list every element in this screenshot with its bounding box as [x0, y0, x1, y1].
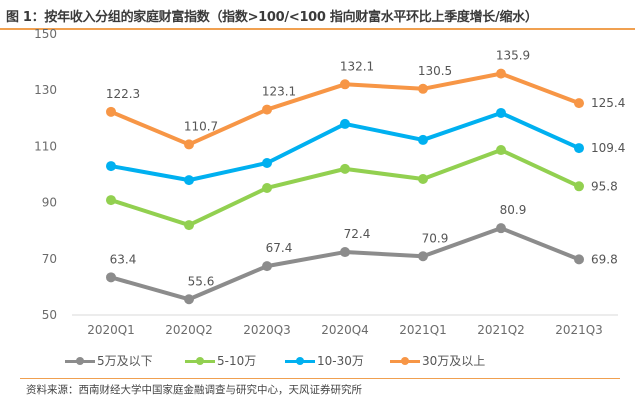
y-tick-label: 90 — [42, 196, 57, 210]
x-tick-label: 2020Q2 — [165, 323, 213, 337]
legend-marker-icon — [185, 356, 215, 366]
data-point — [262, 104, 272, 115]
legend-label: 30万及以上 — [422, 354, 486, 368]
data-label: 130.5 — [418, 64, 452, 78]
data-point — [262, 157, 272, 168]
y-tick-label: 50 — [42, 308, 57, 322]
data-label: 69.8 — [591, 252, 618, 266]
x-tick-label: 2020Q3 — [243, 323, 291, 337]
data-point — [184, 294, 194, 305]
data-label: 55.6 — [188, 274, 215, 288]
y-tick-label: 150 — [34, 27, 57, 41]
data-label: 135.9 — [496, 49, 530, 63]
x-tick-label: 2021Q1 — [399, 323, 447, 337]
data-point — [418, 173, 428, 184]
data-point — [574, 98, 584, 109]
data-label: 122.3 — [106, 87, 140, 101]
series-lines — [106, 68, 584, 305]
x-axis: 2020Q1 2020Q2 2020Q3 2020Q4 2021Q1 2021Q2 2021… — [87, 323, 603, 337]
legend-item: 30万及以上 — [390, 352, 485, 369]
y-tick-label: 70 — [42, 252, 57, 266]
y-tick-label: 130 — [34, 83, 57, 97]
data-point — [106, 195, 116, 206]
data-point — [340, 247, 350, 258]
data-point — [574, 181, 584, 192]
legend-label: 5万及以下 — [97, 354, 153, 368]
x-tick-label: 2021Q3 — [555, 323, 603, 337]
legend-marker-icon — [390, 356, 420, 366]
data-point — [262, 261, 272, 272]
data-point — [184, 220, 194, 231]
data-label: 72.4 — [344, 227, 371, 241]
data-label: 95.8 — [591, 179, 618, 193]
y-axis: 50 70 90 110 130 150 — [34, 27, 57, 322]
data-point — [418, 251, 428, 262]
legend-item: 5万及以下 — [65, 352, 153, 369]
data-point — [496, 145, 506, 156]
data-label: 67.4 — [266, 241, 293, 255]
source-divider — [20, 378, 620, 379]
data-point — [340, 118, 350, 129]
data-point — [574, 143, 584, 154]
x-tick-label: 2020Q1 — [87, 323, 135, 337]
y-tick-label: 110 — [34, 139, 57, 153]
legend-marker-icon — [285, 356, 315, 366]
data-label: 70.9 — [422, 231, 449, 245]
data-label: 109.4 — [591, 141, 625, 155]
data-point — [184, 175, 194, 186]
title-divider — [0, 28, 635, 30]
legend-marker-icon — [65, 356, 95, 366]
data-point — [106, 106, 116, 117]
series-2 — [106, 107, 584, 186]
data-point — [496, 223, 506, 234]
legend: 5万及以下 5-10万 10-30万 30万及以上 — [0, 352, 635, 372]
source-note: 资料来源：西南财经大学中国家庭金融调查与研究中心，天风证券研究所 — [26, 384, 362, 396]
data-point — [106, 161, 116, 172]
data-point — [106, 272, 116, 283]
data-point — [574, 254, 584, 265]
data-label: 132.1 — [340, 59, 374, 73]
legend-item: 10-30万 — [285, 352, 364, 369]
data-label: 63.4 — [110, 252, 137, 266]
data-point — [340, 79, 350, 90]
x-tick-label: 2020Q4 — [321, 323, 369, 337]
data-point — [418, 83, 428, 94]
data-point — [184, 139, 194, 150]
chart-title: 图 1：按年收入分组的家庭财富指数（指数>100/<100 指向财富水平环比上季… — [6, 10, 538, 25]
data-label: 125.4 — [591, 96, 625, 110]
data-labels: 63.4 55.6 67.4 72.4 70.9 80.9 69.8 95.8 109.4 122… — [106, 49, 626, 289]
series-1 — [106, 145, 584, 231]
legend-label: 5-10万 — [217, 354, 257, 368]
legend-label: 10-30万 — [317, 354, 364, 368]
data-label: 80.9 — [500, 203, 527, 217]
data-point — [496, 107, 506, 118]
legend-item: 5-10万 — [185, 352, 256, 369]
data-point — [262, 182, 272, 193]
data-point — [496, 68, 506, 79]
data-label: 110.7 — [184, 119, 218, 133]
data-label: 123.1 — [262, 85, 296, 99]
data-point — [340, 163, 350, 174]
x-tick-label: 2021Q2 — [477, 323, 525, 337]
data-point — [418, 134, 428, 145]
series-0 — [106, 223, 584, 305]
series-3 — [106, 68, 584, 150]
